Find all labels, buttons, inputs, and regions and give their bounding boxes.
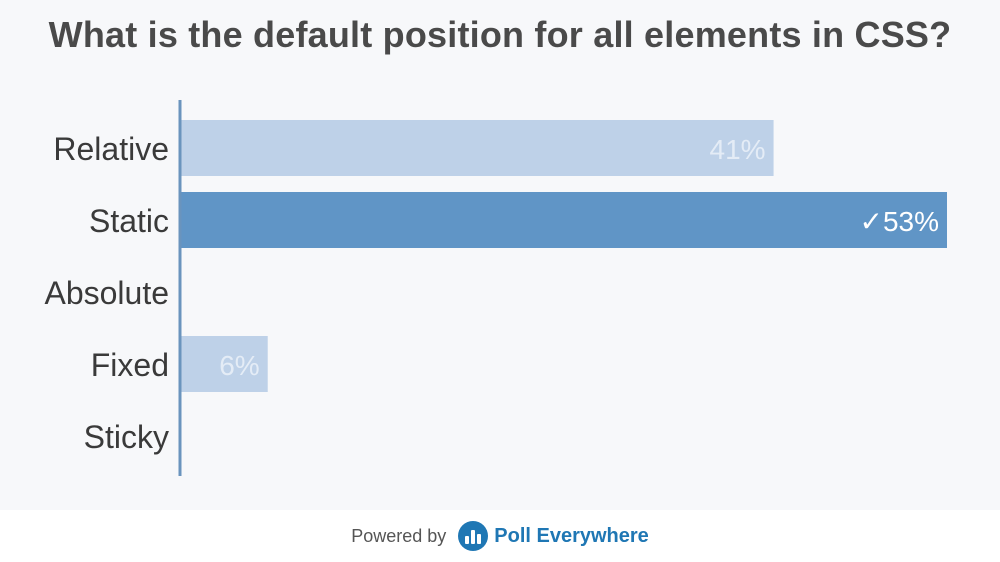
bar-value-label: 6% xyxy=(219,350,259,381)
bar xyxy=(181,336,268,392)
bar xyxy=(181,192,947,248)
powered-by-label: Powered by xyxy=(351,525,447,546)
bar-value-label: 41% xyxy=(710,134,766,165)
brand-name[interactable]: Poll Everywhere xyxy=(494,524,649,547)
bar xyxy=(181,120,774,176)
category-label: Fixed xyxy=(91,347,169,383)
category-label: Relative xyxy=(53,131,169,167)
category-label: Sticky xyxy=(84,419,169,455)
poll-everywhere-logo-icon xyxy=(458,521,489,551)
bar-value-label: ✓53% xyxy=(859,206,939,237)
category-label: Static xyxy=(89,203,169,239)
page-title: What is the default position for all ele… xyxy=(48,14,952,55)
category-label: Absolute xyxy=(44,275,169,311)
footer: Powered by Poll Everywhere xyxy=(0,510,1000,562)
bar-chart: Relative 41% Static ✓53% Absolute Fixed 6% Stic… xyxy=(44,100,947,476)
chart-panel: What is the default position for all ele… xyxy=(44,14,952,476)
